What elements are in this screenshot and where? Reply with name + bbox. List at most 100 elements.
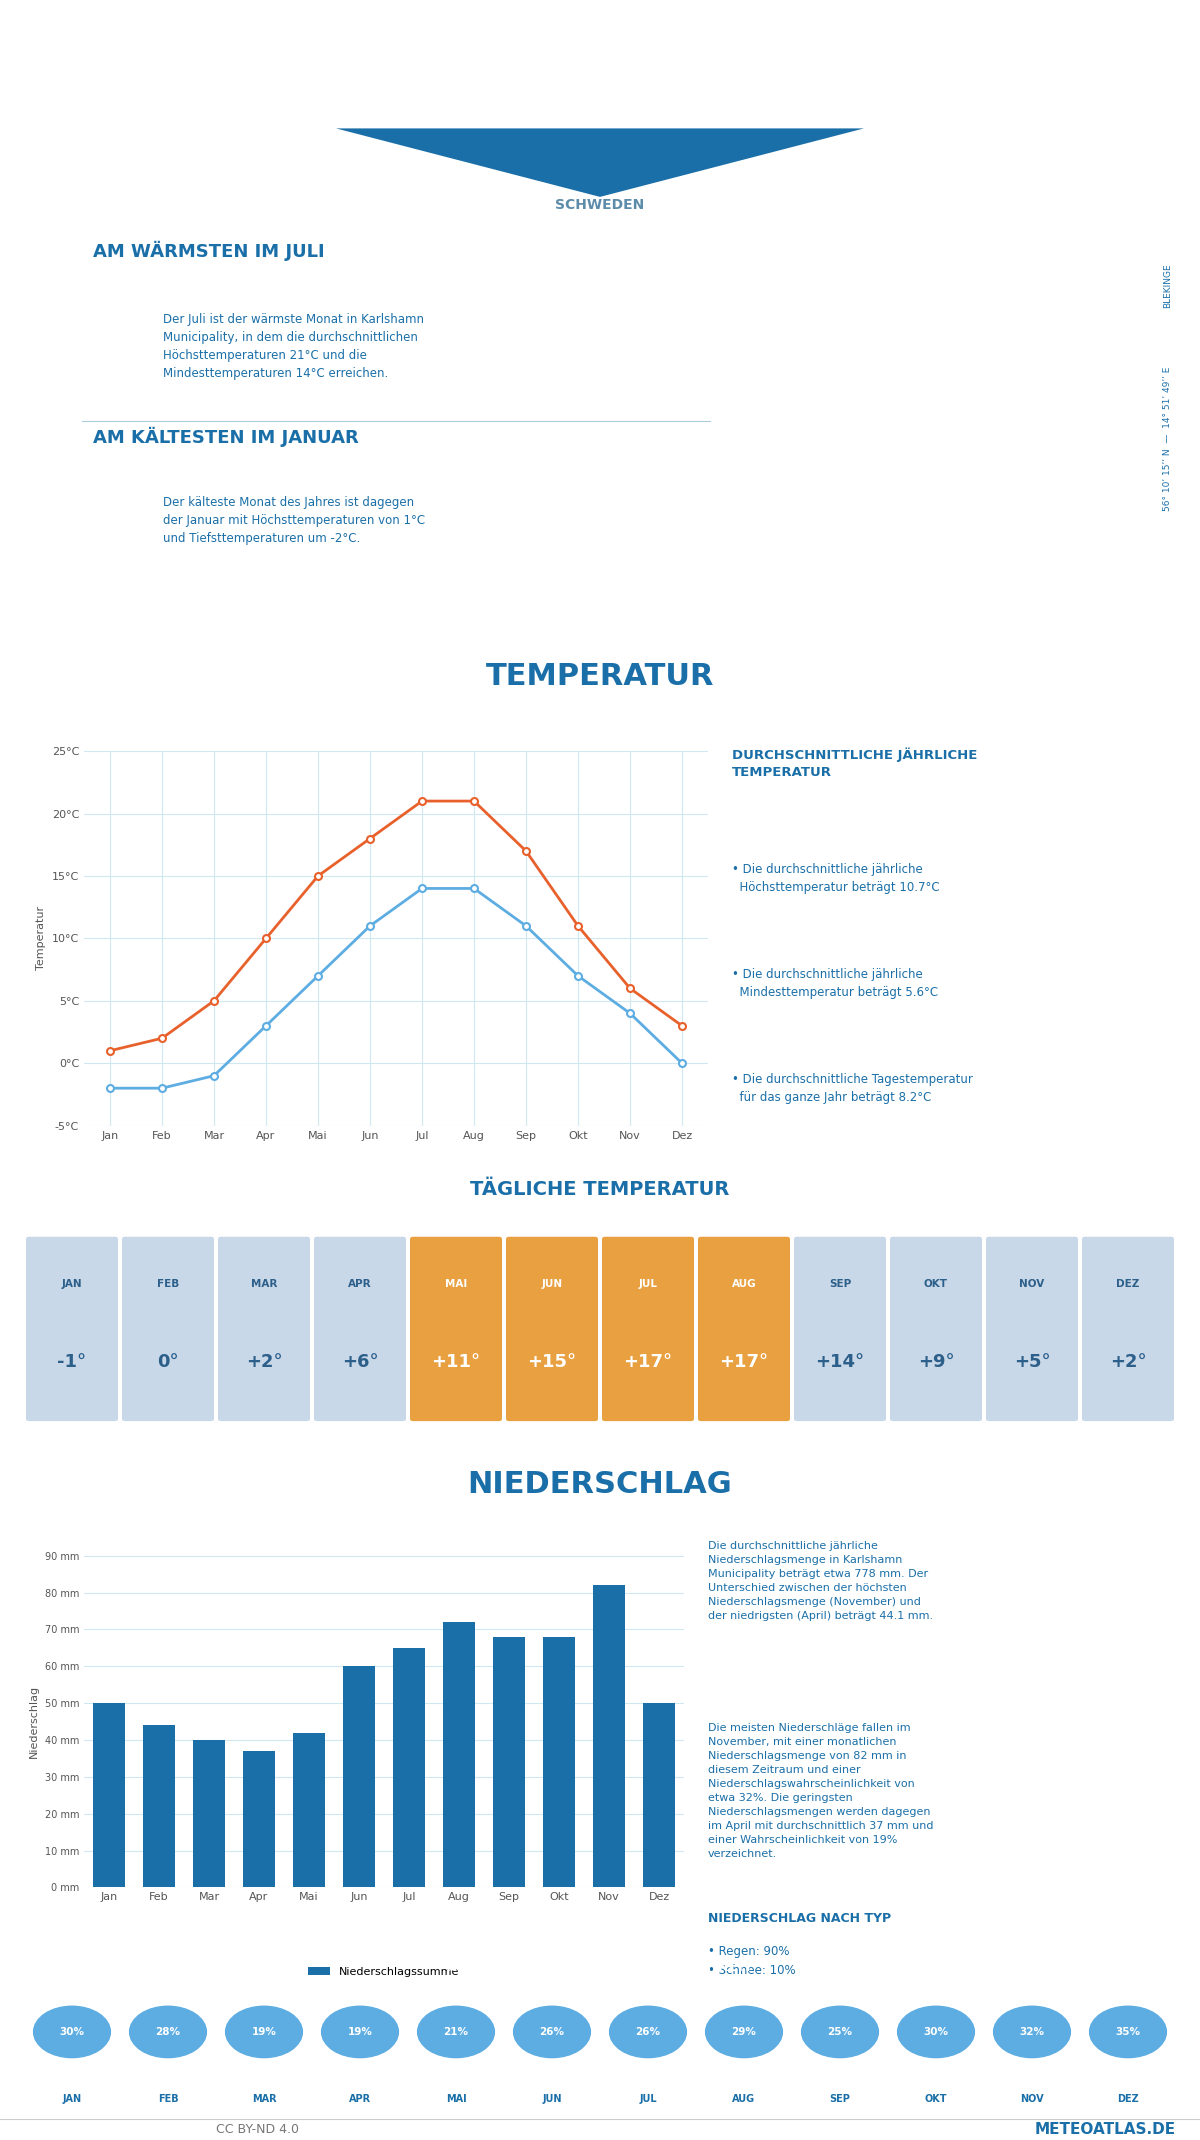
FancyBboxPatch shape — [889, 1235, 983, 1423]
Text: +2°: +2° — [1110, 1352, 1146, 1372]
Text: Die meisten Niederschläge fallen im
November, mit einer monatlichen
Niederschlag: Die meisten Niederschläge fallen im Nove… — [708, 1723, 934, 1860]
Text: TÄGLICHE TEMPERATUR: TÄGLICHE TEMPERATUR — [470, 1181, 730, 1198]
Text: SCHWEDEN: SCHWEDEN — [556, 199, 644, 212]
Text: 26%: 26% — [636, 2027, 660, 2037]
FancyBboxPatch shape — [409, 1235, 503, 1423]
Text: KARLSHAMN MUNICIPALITY: KARLSHAMN MUNICIPALITY — [300, 45, 900, 83]
Text: JUL: JUL — [638, 1280, 658, 1288]
Text: 29%: 29% — [732, 2027, 756, 2037]
Text: MAI: MAI — [445, 2095, 467, 2104]
Bar — [293, 1733, 325, 1887]
Text: 19%: 19% — [348, 2027, 372, 2037]
Circle shape — [418, 2007, 494, 2059]
Text: AUG: AUG — [732, 2095, 756, 2104]
Text: NIEDERSCHLAG: NIEDERSCHLAG — [468, 1470, 732, 1498]
Text: APR: APR — [349, 2095, 371, 2104]
Text: 32%: 32% — [1020, 2027, 1044, 2037]
Text: • Die durchschnittliche jährliche
  Mindesttemperatur beträgt 5.6°C: • Die durchschnittliche jährliche Mindes… — [732, 967, 938, 999]
Text: +5°: +5° — [1014, 1352, 1050, 1372]
Bar — [493, 1637, 526, 1887]
Text: DEZ: DEZ — [1116, 1280, 1140, 1288]
Bar — [92, 1703, 125, 1887]
Text: FEB: FEB — [157, 1280, 179, 1288]
Polygon shape — [336, 128, 864, 197]
Text: DURCHSCHNITTLICHE JÄHRLICHE
TEMPERATUR: DURCHSCHNITTLICHE JÄHRLICHE TEMPERATUR — [732, 747, 977, 779]
Text: • Regen: 90%
• Schnee: 10%: • Regen: 90% • Schnee: 10% — [708, 1945, 796, 1977]
Text: CC BY-ND 4.0: CC BY-ND 4.0 — [216, 2123, 299, 2136]
FancyBboxPatch shape — [985, 1235, 1079, 1423]
Text: +9°: +9° — [918, 1352, 954, 1372]
Circle shape — [706, 2007, 782, 2059]
Text: AM KÄLTESTEN IM JANUAR: AM KÄLTESTEN IM JANUAR — [94, 428, 359, 447]
Circle shape — [322, 2007, 398, 2059]
Text: +17°: +17° — [624, 1352, 672, 1372]
Text: JAN: JAN — [62, 2095, 82, 2104]
Y-axis label: Niederschlag: Niederschlag — [29, 1684, 40, 1759]
Text: • Die durchschnittliche Tagestemperatur
  für das ganze Jahr beträgt 8.2°C: • Die durchschnittliche Tagestemperatur … — [732, 1074, 973, 1104]
FancyBboxPatch shape — [1081, 1235, 1175, 1423]
Text: NIEDERSCHLAGSWAHRSCHEINLICHKEIT: NIEDERSCHLAGSWAHRSCHEINLICHKEIT — [446, 1960, 754, 1973]
Bar — [643, 1703, 676, 1887]
Text: MAR: MAR — [251, 1280, 277, 1288]
Text: +11°: +11° — [432, 1352, 480, 1372]
Text: AM WÄRMSTEN IM JULI: AM WÄRMSTEN IM JULI — [94, 240, 325, 261]
Text: Die durchschnittliche jährliche
Niederschlagsmenge in Karlshamn
Municipality bet: Die durchschnittliche jährliche Niedersc… — [708, 1541, 934, 1620]
Text: 19%: 19% — [252, 2027, 276, 2037]
Text: 28%: 28% — [156, 2027, 180, 2037]
Text: DEZ: DEZ — [1117, 2095, 1139, 2104]
Bar — [593, 1586, 625, 1887]
Bar — [143, 1725, 175, 1887]
FancyBboxPatch shape — [601, 1235, 695, 1423]
Text: BLEKINGE: BLEKINGE — [1163, 263, 1172, 308]
Legend: Niederschlagssumme: Niederschlagssumme — [304, 1962, 464, 1982]
Text: OKT: OKT — [925, 2095, 947, 2104]
Text: JUN: JUN — [542, 2095, 562, 2104]
Text: 35%: 35% — [1116, 2027, 1140, 2037]
Text: NIEDERSCHLAG NACH TYP: NIEDERSCHLAG NACH TYP — [708, 1911, 892, 1924]
Circle shape — [34, 2007, 110, 2059]
Text: -1°: -1° — [58, 1352, 86, 1372]
Text: • Die durchschnittliche jährliche
  Höchsttemperatur beträgt 10.7°C: • Die durchschnittliche jährliche Höchst… — [732, 862, 940, 895]
Text: +17°: +17° — [720, 1352, 768, 1372]
Text: 0°: 0° — [157, 1352, 179, 1372]
Text: 30%: 30% — [60, 2027, 84, 2037]
Text: MAI: MAI — [445, 1280, 467, 1288]
FancyBboxPatch shape — [217, 1235, 311, 1423]
Text: JUN: JUN — [541, 1280, 563, 1288]
Bar — [242, 1751, 275, 1887]
Circle shape — [1090, 2007, 1166, 2059]
Circle shape — [514, 2007, 590, 2059]
Text: 56° 10’ 15’’ N  —  14° 51’ 49’’ E: 56° 10’ 15’’ N — 14° 51’ 49’’ E — [1163, 366, 1172, 511]
FancyBboxPatch shape — [697, 1235, 791, 1423]
FancyBboxPatch shape — [793, 1235, 887, 1423]
Circle shape — [802, 2007, 878, 2059]
Text: Der kälteste Monat des Jahres ist dagegen
der Januar mit Höchsttemperaturen von : Der kälteste Monat des Jahres ist dagege… — [163, 496, 426, 544]
Bar — [193, 1740, 226, 1887]
Text: MAR: MAR — [252, 2095, 276, 2104]
Text: +6°: +6° — [342, 1352, 378, 1372]
FancyBboxPatch shape — [25, 1235, 119, 1423]
Text: SEP: SEP — [829, 2095, 851, 2104]
Bar — [443, 1622, 475, 1887]
Circle shape — [610, 2007, 686, 2059]
Text: 26%: 26% — [540, 2027, 564, 2037]
Text: +15°: +15° — [528, 1352, 576, 1372]
Text: JUL: JUL — [640, 2095, 656, 2104]
Text: JAN: JAN — [61, 1280, 83, 1288]
Text: +14°: +14° — [816, 1352, 864, 1372]
Circle shape — [226, 2007, 302, 2059]
Text: 30%: 30% — [924, 2027, 948, 2037]
Text: 21%: 21% — [444, 2027, 468, 2037]
Circle shape — [994, 2007, 1070, 2059]
Legend: Maximale Temperatur, Minimale Temperatur: Maximale Temperatur, Minimale Temperatur — [229, 1243, 563, 1263]
Text: Der Juli ist der wärmste Monat in Karlshamn
Municipality, in dem die durchschnit: Der Juli ist der wärmste Monat in Karlsh… — [163, 312, 425, 379]
Bar — [343, 1667, 376, 1887]
Text: FEB: FEB — [157, 2095, 179, 2104]
Text: SEP: SEP — [829, 1280, 851, 1288]
Text: NOV: NOV — [1019, 1280, 1045, 1288]
Text: TEMPERATUR: TEMPERATUR — [486, 661, 714, 691]
Text: APR: APR — [348, 1280, 372, 1288]
Text: 25%: 25% — [828, 2027, 852, 2037]
Bar — [392, 1648, 425, 1887]
FancyBboxPatch shape — [313, 1235, 407, 1423]
